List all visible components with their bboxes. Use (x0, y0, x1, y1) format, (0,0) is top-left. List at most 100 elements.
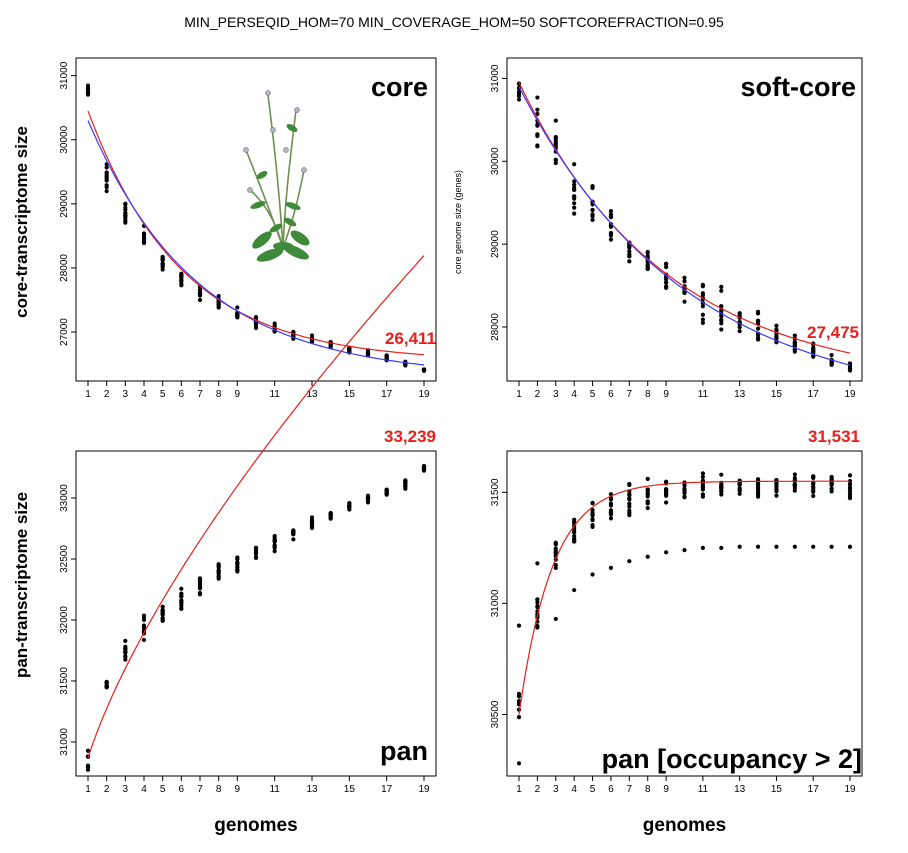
x-tick-label: 3 (553, 784, 559, 795)
x-tick-label: 1 (516, 784, 522, 795)
data-point (197, 586, 203, 591)
data-point (403, 484, 408, 489)
plant-illustration (243, 90, 310, 262)
x-tick-label: 17 (381, 784, 393, 795)
data-point (719, 545, 724, 550)
data-point (309, 515, 315, 520)
data-point (774, 327, 779, 332)
data-point (272, 538, 277, 543)
fit-curve (87, 255, 425, 758)
data-point (792, 475, 797, 481)
data-point (291, 537, 296, 542)
data-point (85, 87, 91, 92)
data-point (590, 207, 595, 213)
data-point (553, 118, 558, 123)
data-point (737, 486, 742, 491)
data-point (682, 299, 687, 304)
data-point (179, 277, 184, 282)
data-point (179, 273, 184, 278)
data-point (645, 505, 650, 511)
x-tick-label: 8 (645, 784, 651, 795)
data-point (664, 280, 669, 285)
x-tick-label: 1 (85, 389, 91, 400)
data-point (160, 618, 165, 623)
data-point (85, 767, 91, 772)
data-point (664, 285, 669, 290)
data-point (160, 261, 165, 266)
panel-title: core (371, 72, 428, 102)
x-tick-label: 13 (306, 389, 318, 400)
data-point (516, 623, 522, 628)
x-tick-label: 15 (771, 389, 783, 400)
fit-curve (87, 110, 425, 356)
data-point (719, 288, 724, 293)
plot-frame (75, 57, 437, 382)
y-tick-label: 29000 (59, 189, 70, 217)
data-point (811, 544, 816, 549)
data-point (645, 491, 650, 496)
data-point (792, 472, 797, 477)
data-point (719, 472, 724, 477)
x-tick-label: 13 (734, 389, 746, 400)
x-tick-label: 11 (698, 784, 709, 795)
x-tick-label: 19 (844, 389, 856, 400)
data-point (682, 279, 687, 284)
data-point (141, 613, 147, 618)
points-core (85, 83, 427, 373)
x-tick-label: 19 (844, 784, 856, 795)
data-point (664, 550, 669, 555)
y-tick-label: 31000 (490, 589, 501, 617)
data-point (682, 290, 687, 296)
data-point (160, 267, 165, 272)
x-tick-label: 4 (571, 389, 577, 400)
data-point (700, 494, 705, 499)
data-point (516, 761, 522, 766)
data-point (160, 257, 165, 262)
data-point (141, 617, 147, 622)
data-point (535, 132, 540, 137)
data-point (608, 565, 614, 570)
data-point (627, 504, 632, 509)
panel-title: pan (380, 736, 428, 766)
data-point (85, 83, 91, 88)
data-point (535, 597, 540, 602)
fit-curve (518, 82, 851, 354)
data-point (590, 507, 595, 513)
data-point (627, 243, 632, 249)
data-point (104, 176, 109, 181)
data-point (645, 554, 650, 559)
data-point (235, 560, 240, 565)
x-tick-label: 4 (141, 389, 147, 400)
data-point (608, 214, 614, 219)
data-point (535, 95, 540, 100)
data-point (572, 537, 577, 542)
figure-title: MIN_PERSEQID_HOM=70 MIN_COVERAGE_HOM=50 … (184, 14, 724, 30)
data-point (216, 562, 221, 567)
data-point (755, 481, 761, 486)
data-point (627, 254, 632, 259)
data-point (85, 748, 91, 753)
data-point (700, 545, 705, 550)
plot-frame (75, 450, 437, 777)
y-tick-label: 28000 (490, 313, 501, 341)
data-point (535, 561, 540, 566)
x-tick-label: 9 (235, 784, 241, 795)
data-point (216, 574, 221, 579)
data-point (160, 610, 165, 615)
y-tick-label: 31000 (59, 61, 70, 89)
data-point (719, 485, 724, 490)
data-point (272, 544, 277, 549)
x-tick-label: 11 (269, 784, 280, 795)
data-point (347, 347, 352, 352)
points-pan (85, 463, 427, 772)
data-point (123, 220, 128, 225)
data-point (197, 580, 203, 585)
data-point (755, 318, 761, 323)
data-point (755, 492, 761, 497)
data-point (179, 594, 184, 599)
y-tick-label: 32500 (59, 545, 70, 573)
data-point (197, 590, 203, 596)
y-tick-label: 29000 (490, 230, 501, 258)
data-point (627, 481, 632, 487)
data-point (572, 201, 577, 206)
